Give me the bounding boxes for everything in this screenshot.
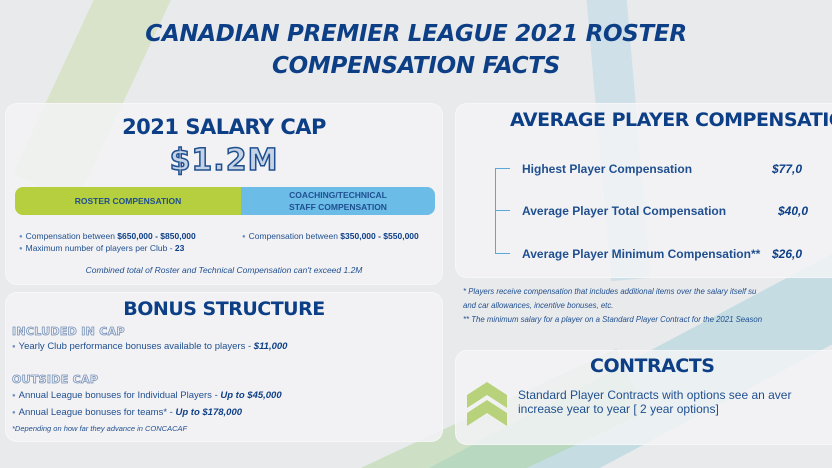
average-compensation-heading: AVERAGE PLAYER COMPENSATIO — [510, 109, 832, 131]
salary-cap-heading: 2021 SALARY CAP — [122, 115, 326, 139]
bracket-tick — [496, 253, 510, 254]
contracts-card: CONTRACTS Standard Player Contracts with… — [455, 350, 832, 445]
staff-compensation-segment: COACHING/TECHNICAL STAFF COMPENSATION — [241, 187, 435, 215]
bracket-tick — [496, 210, 510, 211]
compensation-value: $40,0 — [778, 204, 809, 218]
page-title: CANADIAN PREMIER LEAGUE 2021 ROSTER COMP… — [0, 18, 832, 82]
staff-compensation-label-line2: STAFF COMPENSATION — [289, 202, 387, 212]
average-compensation-card: AVERAGE PLAYER COMPENSATIO Highest Playe… — [455, 103, 832, 278]
compensation-value: $26,0 — [772, 247, 803, 261]
roster-bullets: Compensation between $650,000 - $850,000… — [19, 231, 196, 255]
bonus-structure-heading: BONUS STRUCTURE — [123, 298, 325, 320]
double-chevron-up-icon — [467, 382, 507, 426]
roster-compensation-segment: ROSTER COMPENSATION — [15, 187, 241, 215]
contracts-description: Standard Player Contracts with options s… — [518, 388, 792, 416]
bracket-connector-icon — [495, 168, 510, 254]
page-title-line2: COMPENSATION FACTS — [272, 53, 560, 79]
combined-total-note: Combined total of Roster and Technical C… — [85, 265, 363, 275]
salary-cap-card: 2021 SALARY CAP $1.2M ROSTER COMPENSATIO… — [5, 103, 443, 285]
compensation-value: $77,0 — [772, 162, 803, 176]
bonus-structure-card: BONUS STRUCTURE INCLUDED IN CAP Yearly C… — [5, 292, 443, 442]
list-item: Compensation between $650,000 - $850,000 — [19, 231, 196, 243]
included-in-cap-heading: INCLUDED IN CAP — [12, 325, 125, 339]
contracts-heading: CONTRACTS — [590, 355, 715, 377]
compensation-split-bar: ROSTER COMPENSATION COACHING/TECHNICAL S… — [15, 187, 435, 215]
footnote-line: and car allowances, incentive bonuses, e… — [463, 301, 614, 310]
page-title-line1: CANADIAN PREMIER LEAGUE 2021 ROSTER — [145, 21, 687, 47]
compensation-label: Highest Player Compensation — [522, 162, 693, 176]
compensation-label: Average Player Minimum Compensation** — [522, 247, 761, 261]
list-item: Compensation between $350,000 - $550,000 — [242, 231, 419, 243]
footnote-line: ** The minimum salary for a player on a … — [463, 315, 763, 324]
list-item: Annual League bonuses for teams* - Up to… — [12, 407, 242, 418]
staff-compensation-label-line1: COACHING/TECHNICAL — [289, 190, 387, 200]
compensation-footnotes: * Players receive compensation that incl… — [463, 285, 832, 327]
bonus-footnote: *Depending on how far they advance in CO… — [12, 424, 188, 433]
list-item: Annual League bonuses for Individual Pla… — [12, 390, 282, 401]
list-item: Maximum number of players per Club - 23 — [19, 243, 196, 255]
staff-bullets: Compensation between $350,000 - $550,000 — [242, 231, 419, 243]
salary-cap-amount: $1.2M — [169, 142, 279, 179]
compensation-label: Average Player Total Compensation — [522, 204, 727, 218]
roster-compensation-label: ROSTER COMPENSATION — [74, 196, 182, 206]
footnote-line: * Players receive compensation that incl… — [463, 287, 757, 296]
list-item: Yearly Club performance bonuses availabl… — [12, 341, 288, 352]
outside-cap-heading: OUTSIDE CAP — [12, 373, 99, 387]
bracket-tick — [496, 168, 510, 169]
